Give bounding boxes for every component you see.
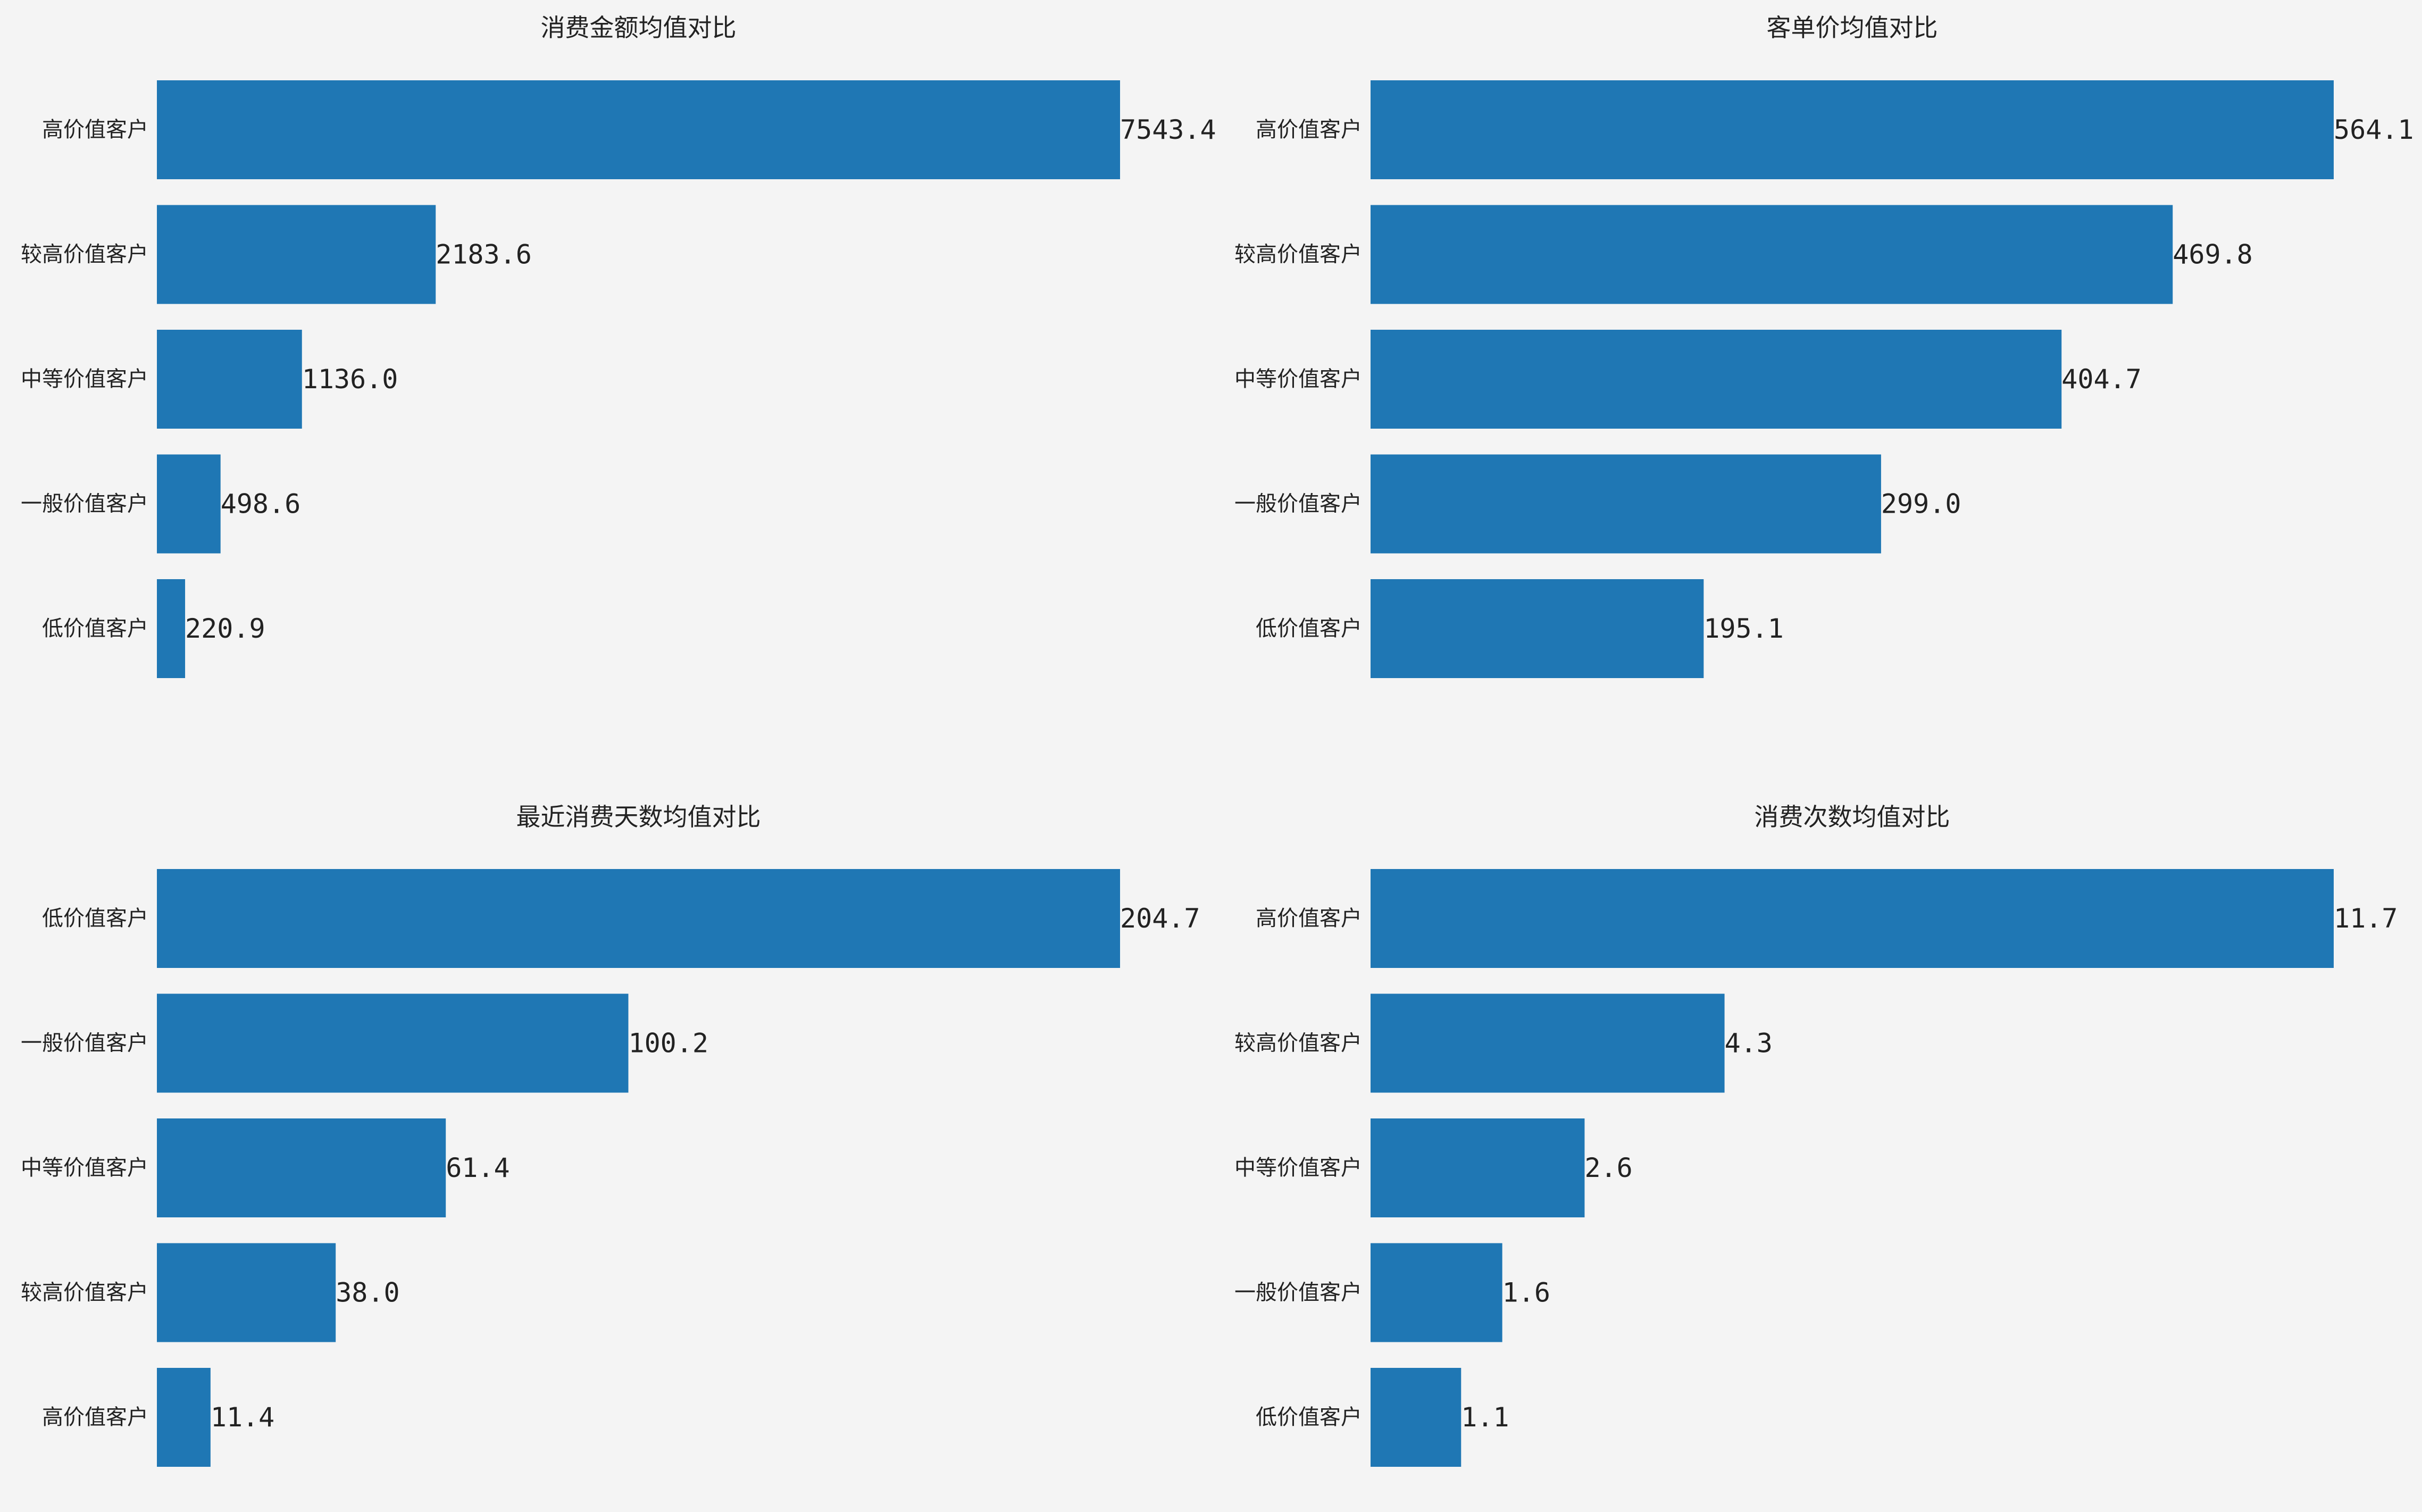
value-label: 7543.4 <box>1120 114 1216 145</box>
category-label: 高价值客户 <box>1256 118 1362 142</box>
category-label: 一般价值客户 <box>21 492 148 516</box>
category-label: 中等价值客户 <box>21 367 148 391</box>
chart-title: 客单价均值对比 <box>1767 13 1938 42</box>
category-label: 中等价值客户 <box>1234 367 1362 391</box>
category-label: 较高价值客户 <box>21 1281 148 1305</box>
bar <box>1371 1118 1585 1217</box>
bar <box>157 330 302 429</box>
category-label: 高价值客户 <box>42 1405 148 1430</box>
value-label: 38.0 <box>336 1277 399 1308</box>
category-label: 中等价值客户 <box>21 1156 148 1180</box>
value-label: 498.6 <box>221 489 301 520</box>
value-label: 1.6 <box>1502 1277 1550 1308</box>
chart-title: 消费次数均值对比 <box>1755 803 1950 831</box>
value-label: 11.7 <box>2334 903 2398 934</box>
category-label: 低价值客户 <box>1256 616 1362 641</box>
value-label: 61.4 <box>446 1152 510 1183</box>
value-label: 220.9 <box>185 613 265 644</box>
bar <box>1371 1243 1502 1342</box>
category-label: 一般价值客户 <box>1234 1281 1362 1305</box>
value-label: 100.2 <box>628 1028 708 1059</box>
chart-title: 最近消费天数均值对比 <box>516 803 761 831</box>
category-label: 低价值客户 <box>42 616 148 641</box>
bar <box>1371 869 2334 968</box>
value-label: 299.0 <box>1881 489 1961 520</box>
value-label: 564.1 <box>2334 114 2414 145</box>
bar <box>157 205 436 304</box>
bar <box>157 80 1120 179</box>
value-label: 4.3 <box>1725 1028 1773 1059</box>
category-label: 较高价值客户 <box>21 243 148 267</box>
category-label: 一般价值客户 <box>1234 492 1362 516</box>
category-label: 中等价值客户 <box>1234 1156 1362 1180</box>
bar <box>1371 80 2334 179</box>
bar <box>1371 993 1725 1093</box>
value-label: 11.4 <box>211 1402 274 1433</box>
bar <box>157 1368 211 1467</box>
category-label: 高价值客户 <box>42 118 148 142</box>
category-label: 较高价值客户 <box>1234 243 1362 267</box>
chart-title: 消费金额均值对比 <box>541 13 737 42</box>
value-label: 1.1 <box>1461 1402 1509 1433</box>
bar <box>1371 205 2173 304</box>
bar <box>157 454 221 554</box>
bar <box>157 993 629 1093</box>
bar <box>1371 1368 1461 1467</box>
bar <box>157 869 1120 968</box>
bar <box>157 1243 336 1342</box>
value-label: 404.7 <box>2061 364 2142 395</box>
bar <box>1371 579 1704 678</box>
value-label: 2183.6 <box>436 239 532 270</box>
value-label: 195.1 <box>1703 613 1784 644</box>
bar <box>1371 330 2062 429</box>
bar <box>1371 454 1881 554</box>
value-label: 1136.0 <box>302 364 398 395</box>
value-label: 2.6 <box>1584 1152 1632 1183</box>
bar <box>157 579 186 678</box>
category-label: 高价值客户 <box>1256 906 1362 931</box>
bar <box>157 1118 446 1217</box>
category-label: 低价值客户 <box>1256 1405 1362 1430</box>
value-label: 469.8 <box>2173 239 2253 270</box>
category-label: 较高价值客户 <box>1234 1031 1362 1056</box>
category-label: 一般价值客户 <box>21 1031 148 1056</box>
category-label: 低价值客户 <box>42 906 148 931</box>
value-label: 204.7 <box>1120 903 1200 934</box>
